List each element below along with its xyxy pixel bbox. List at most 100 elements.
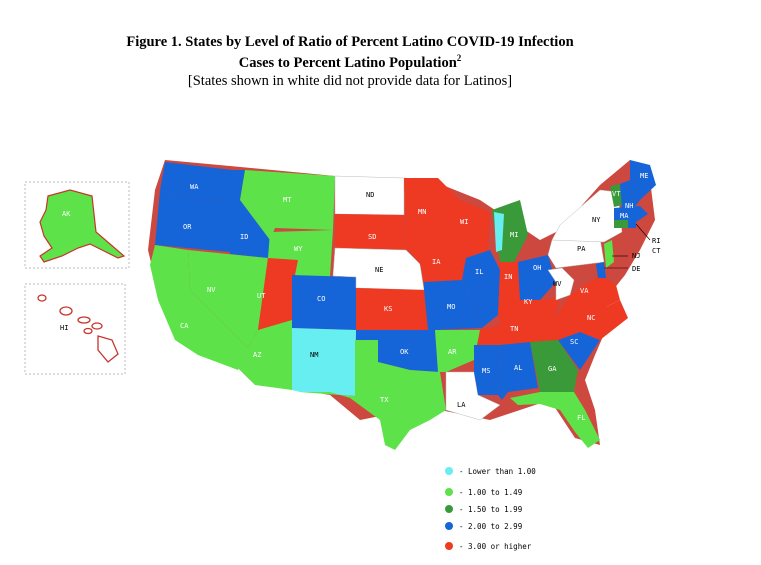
label-LA: LA [457, 401, 466, 409]
state-KY [498, 298, 560, 325]
state-AK [39, 189, 126, 263]
state-MT [240, 170, 335, 240]
label-WA: WA [190, 183, 199, 191]
state-ID [230, 170, 270, 258]
state-DE [596, 262, 606, 278]
label-AR: AR [448, 348, 457, 356]
label-WI: WI [460, 218, 468, 226]
state-GA [530, 340, 578, 392]
leader-RI [635, 223, 651, 241]
state-NC [558, 300, 628, 340]
label-CA: CA [180, 322, 189, 330]
label-MN: MN [418, 208, 426, 216]
state-NY [551, 189, 623, 243]
label-UT: UT [257, 292, 266, 300]
label-NC: NC [587, 314, 595, 322]
state-MA [614, 206, 648, 222]
label-CO: CO [317, 295, 325, 303]
state-RI [628, 220, 636, 228]
state-IN [498, 262, 520, 315]
label-ID: ID [240, 233, 248, 241]
state-KS [356, 288, 428, 330]
state-UT [258, 258, 298, 330]
state-NV [188, 250, 268, 348]
label-MI: MI [510, 231, 518, 239]
label-MT: MT [283, 196, 292, 204]
legend-label-0: - Lower than 1.00 [459, 467, 536, 476]
label-AK: AK [62, 210, 71, 218]
label-NE: NE [375, 266, 383, 274]
label-VA: VA [580, 287, 589, 295]
alaska-inset-frame [24, 181, 130, 269]
label-DE: DE [632, 265, 640, 273]
legend-swatch-3 [445, 522, 453, 530]
state-NM [292, 328, 356, 396]
state-OH [518, 255, 556, 300]
state-AR [435, 330, 480, 372]
legend-swatch-0 [445, 467, 453, 475]
legend-label-3: - 2.00 to 2.99 [459, 522, 522, 531]
state-VT [610, 184, 622, 207]
legend-label-4: - 3.00 or higher [459, 542, 532, 551]
label-WV: WV [553, 280, 562, 288]
label-TN: TN [510, 325, 518, 333]
state-SC [558, 332, 600, 370]
label-IA: IA [432, 258, 441, 266]
label-KS: KS [384, 305, 392, 313]
state-WV [547, 267, 575, 301]
state-NH [620, 180, 634, 208]
footnote-marker: 2 [456, 53, 462, 63]
label-IN: IN [504, 273, 512, 281]
label-NV: NV [207, 286, 216, 294]
legend-swatch-1 [445, 488, 453, 496]
state-VA [555, 275, 620, 330]
state-CT [614, 220, 628, 228]
label-KY: KY [524, 298, 533, 306]
label-CT: CT [652, 247, 661, 255]
state-TX [300, 340, 446, 450]
label-NH: NH [625, 202, 633, 210]
label-OK: OK [400, 348, 409, 356]
state-IL [462, 250, 500, 328]
legend: - Lower than 1.00 - 1.00 to 1.49 - 1.50 … [445, 467, 536, 551]
hawaii-inset-frame [24, 283, 126, 375]
label-MO: MO [447, 303, 455, 311]
state-WA [160, 162, 232, 200]
state-HI [37, 294, 119, 363]
label-SD: SD [368, 233, 376, 241]
state-AL [498, 342, 538, 400]
label-NY: NY [592, 216, 601, 224]
state-ME [630, 160, 656, 208]
state-WI [445, 200, 490, 258]
label-MA: MA [620, 212, 629, 220]
state-NJ [604, 240, 614, 268]
label-ME: ME [640, 172, 648, 180]
state-MO [424, 280, 482, 330]
label-MS: MS [482, 367, 490, 375]
label-OR: OR [183, 223, 192, 231]
state-CO [292, 275, 356, 330]
label-AZ: AZ [253, 351, 261, 359]
state-IA [406, 245, 466, 282]
state-TN [478, 318, 570, 345]
state-FL [510, 392, 600, 448]
legend-label-1: - 1.00 to 1.49 [459, 488, 522, 497]
label-ND: ND [366, 191, 374, 199]
label-HI: HI [60, 324, 68, 332]
state-OR [155, 190, 232, 252]
label-GA: GA [548, 365, 557, 373]
state-OK [356, 330, 438, 372]
label-RI: RI [652, 237, 660, 245]
state-CA [150, 245, 248, 370]
label-NM: NM [310, 351, 318, 359]
label-NJ: NJ [632, 252, 640, 260]
label-WY: WY [294, 245, 303, 253]
state-SD [335, 214, 406, 250]
label-OH: OH [533, 264, 541, 272]
legend-swatch-2 [445, 505, 453, 513]
state-MS [474, 345, 500, 395]
state-AZ [230, 320, 292, 390]
label-AL: AL [514, 364, 522, 372]
state-MN [404, 178, 460, 248]
figure-subtitle: [States shown in white did not provide d… [187, 73, 513, 89]
